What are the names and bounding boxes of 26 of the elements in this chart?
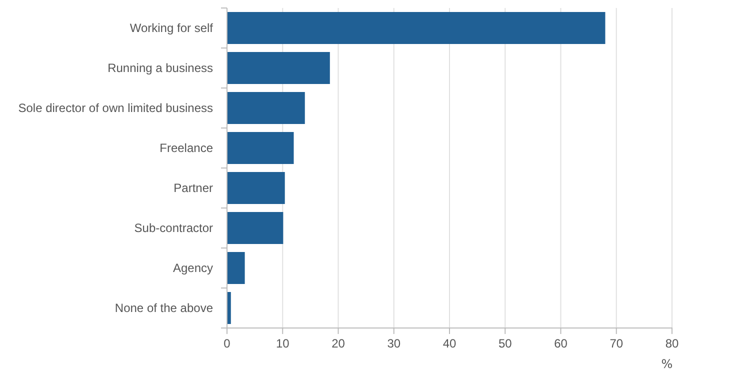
y-tick-label: Partner bbox=[174, 180, 213, 195]
x-tick-label: 70 bbox=[610, 336, 624, 351]
y-tick-label: Sub-contractor bbox=[134, 220, 214, 235]
x-tick-label: 20 bbox=[332, 336, 346, 351]
y-tick-label: None of the above bbox=[114, 300, 214, 315]
x-tick-label: 10 bbox=[276, 336, 290, 351]
x-tick-label: 60 bbox=[554, 336, 568, 351]
x-tick-label: 50 bbox=[498, 336, 512, 351]
x-axis-title: % bbox=[661, 357, 673, 371]
bar bbox=[227, 252, 245, 284]
y-tick-label: Freelance bbox=[160, 140, 214, 155]
bar bbox=[227, 132, 294, 164]
y-tick-label: Sole director of own limited business bbox=[18, 100, 213, 115]
bar bbox=[227, 12, 606, 44]
x-tick-label: 30 bbox=[387, 336, 401, 351]
x-tick-label: 40 bbox=[442, 336, 456, 351]
y-tick-label: Running a business bbox=[108, 60, 213, 75]
y-tick-label: Working for self bbox=[130, 20, 214, 35]
bar bbox=[227, 52, 330, 84]
bar bbox=[227, 92, 305, 124]
bar bbox=[227, 212, 284, 244]
y-tick-label: Agency bbox=[172, 260, 213, 275]
x-tick-label: 80 bbox=[665, 336, 679, 351]
bar bbox=[227, 172, 285, 204]
bar bbox=[227, 292, 231, 324]
x-tick-label: 0 bbox=[224, 336, 231, 351]
